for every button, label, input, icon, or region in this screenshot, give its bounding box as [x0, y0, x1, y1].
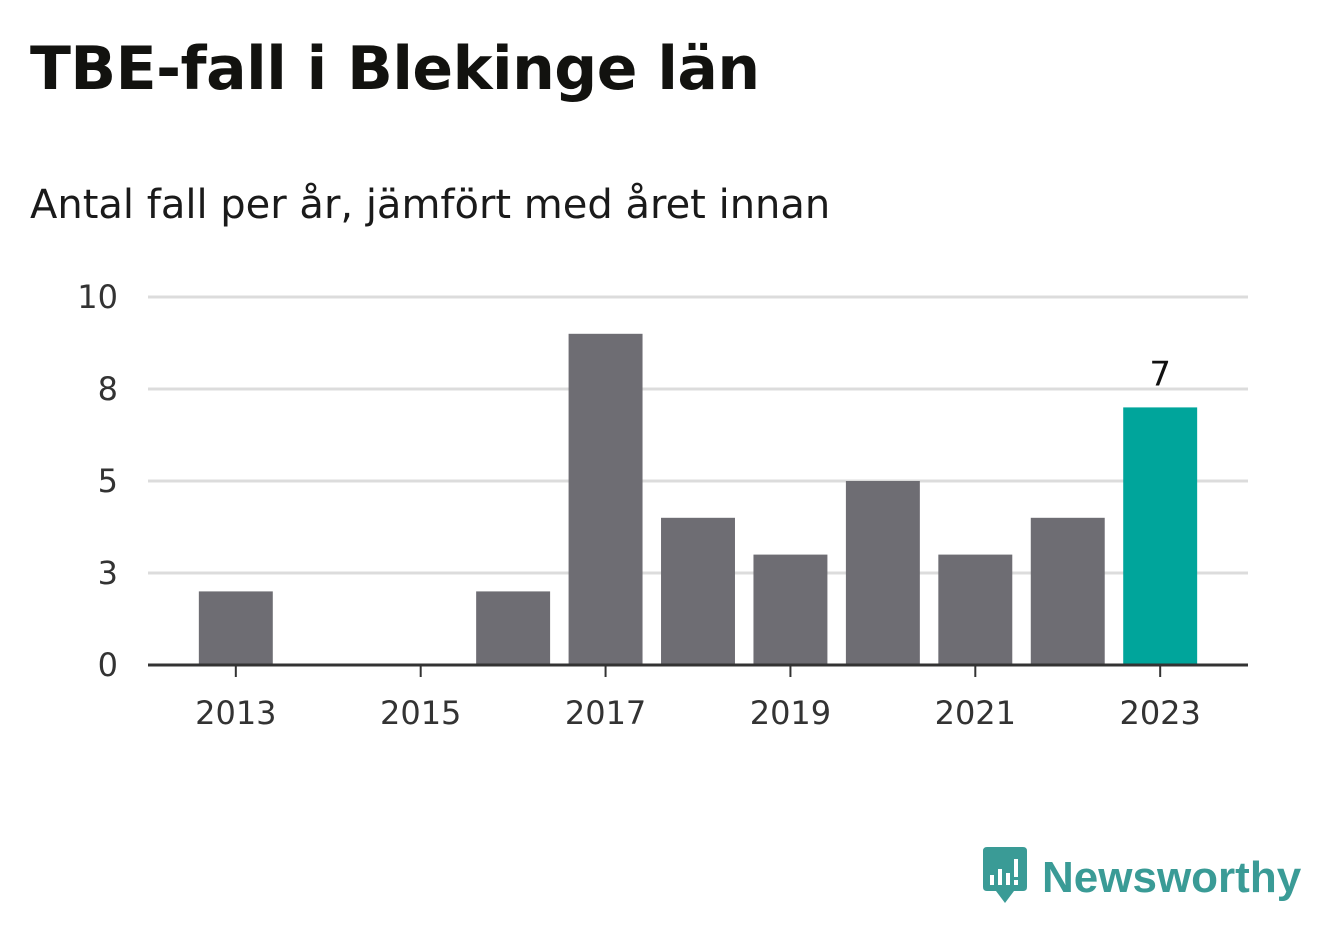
- x-tick-label: 2023: [1119, 694, 1200, 732]
- x-tick-label: 2015: [380, 694, 461, 732]
- x-tick-label: 2013: [195, 694, 276, 732]
- y-tick-label: 8: [98, 370, 118, 408]
- data-label: 7: [1149, 354, 1171, 394]
- y-tick-label: 10: [77, 278, 118, 316]
- bar: [1123, 407, 1198, 665]
- bar: [938, 554, 1013, 665]
- chart-subtitle: Antal fall per år, jämfört med året inna…: [30, 182, 831, 228]
- bar: [568, 333, 643, 665]
- brand-name: Newsworthy: [1042, 853, 1302, 902]
- bar: [753, 554, 828, 665]
- bar: [845, 481, 920, 665]
- y-tick-label: 0: [98, 646, 118, 684]
- x-tick-label: 2021: [935, 694, 1016, 732]
- x-tick-label: 2019: [750, 694, 831, 732]
- y-tick-label: 5: [98, 462, 118, 500]
- bar: [1030, 517, 1105, 665]
- y-tick-label: 3: [98, 554, 118, 592]
- newsworthy-logo-icon: [980, 845, 1030, 911]
- chart-title: TBE-fall i Blekinge län: [30, 34, 760, 104]
- bar: [661, 517, 735, 665]
- brand-logo: Newsworthy: [980, 845, 1301, 911]
- bar: [476, 591, 551, 665]
- bar: [198, 591, 273, 665]
- x-tick-label: 2017: [565, 694, 646, 732]
